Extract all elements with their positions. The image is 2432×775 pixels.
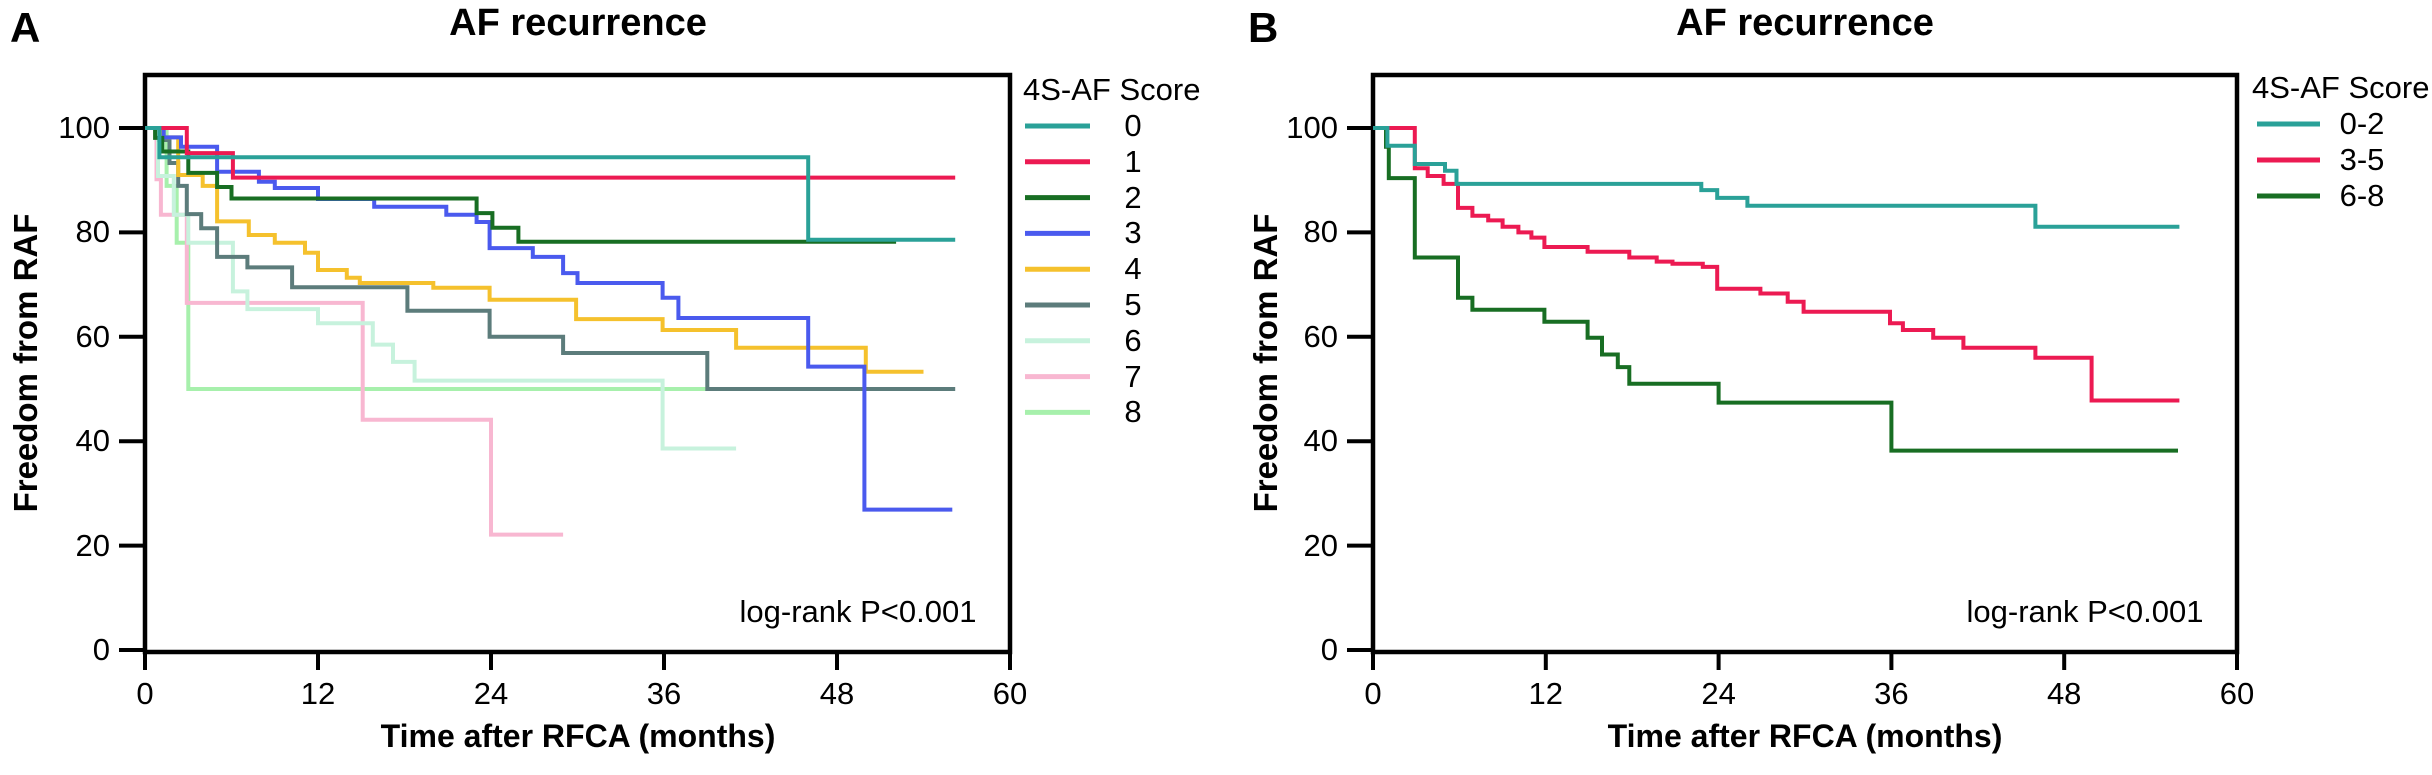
panel-a-x-tick-label-24: 24 <box>473 676 509 711</box>
panel-a-km-curve-score-3 <box>145 126 953 512</box>
panel-a-y-tick-label-20: 20 <box>75 527 110 563</box>
panel-a-logrank-annotation: log-rank P<0.001 <box>739 594 977 629</box>
panel-a-km-curve-score-4 <box>145 126 924 374</box>
panel-a-x-axis-title: Time after RFCA (months) <box>380 718 776 754</box>
panel-a-legend-label-6: 6 <box>1124 322 1142 358</box>
panel-a-km-curve-score-6 <box>145 126 737 451</box>
panel-a-legend-label-3: 3 <box>1124 215 1142 251</box>
panel-b-legend-label-0-2: 0-2 <box>2339 106 2385 141</box>
panel-b-x-tick-label-0: 0 <box>1364 676 1382 711</box>
panel-b-y-tick-label-80: 80 <box>1303 214 1338 250</box>
panel-b-x-axis-title: Time after RFCA (months) <box>1607 718 2003 754</box>
panel-b-y-tick-label-100: 100 <box>1286 110 1338 145</box>
panel-b-x-tick-label-60: 60 <box>2219 676 2255 711</box>
panel-b-legend-label-3-5: 3-5 <box>2339 142 2385 177</box>
panel-b-x-tick-label-12: 12 <box>1528 676 1564 711</box>
panel-b-km-curve-score-0-2 <box>1373 126 2180 229</box>
panel-a-plot-frame <box>142 72 1013 655</box>
panel-b-y-axis-title: Freedom from RAF <box>1247 213 1284 513</box>
panel-a-legend-label-2: 2 <box>1124 179 1142 215</box>
panel-a-x-tick-label-48: 48 <box>819 676 855 711</box>
panel-a-y-tick-label-0: 0 <box>92 632 110 667</box>
panel-b-letter: B <box>1248 4 1279 51</box>
panel-b-km-curve-score-6-8 <box>1373 126 2178 453</box>
panel-a-y-axis-title: Freedom from RAF <box>7 213 44 513</box>
panel-b-logrank-annotation: log-rank P<0.001 <box>1966 594 2204 629</box>
panel-a-legend-label-1: 1 <box>1124 143 1142 179</box>
panel-b-y-tick-label-20: 20 <box>1303 527 1338 563</box>
panel-a-letter: A <box>10 4 41 51</box>
panel-a-legend-label-7: 7 <box>1124 358 1142 394</box>
panel-a-title: AF recurrence <box>449 2 707 44</box>
panel-b-km-curve-score-3-5 <box>1373 126 2180 403</box>
panel-a-x-tick-label-36: 36 <box>646 676 682 711</box>
panel-b-title: AF recurrence <box>1676 2 1934 44</box>
panel-a-legend-title: 4S-AF Score <box>1023 72 1201 107</box>
panel-b-x-tick-label-36: 36 <box>1874 676 1909 711</box>
panel-a-x-tick-label-60: 60 <box>992 676 1028 711</box>
panel-a-legend-label-8: 8 <box>1124 394 1142 430</box>
panel-a-y-tick-label-40: 40 <box>75 423 110 459</box>
panel-b-plot-frame <box>1370 72 2240 655</box>
panel-b-y-tick-label-60: 60 <box>1303 318 1338 354</box>
panel-a-legend-label-4: 4 <box>1124 251 1142 287</box>
panel-a-km-curve-score-7 <box>145 126 564 537</box>
panel-b-legend-label-6-8: 6-8 <box>2339 178 2385 213</box>
panel-a-x-tick-label-0: 0 <box>136 676 154 711</box>
panel-a-km-curve-score-0 <box>145 126 956 242</box>
panel-b-x-tick-label-48: 48 <box>2046 676 2082 711</box>
panel-a-km-curve-score-5 <box>145 126 956 391</box>
panel-a-y-tick-label-100: 100 <box>58 110 110 145</box>
panel-b-legend-title: 4S-AF Score <box>2252 70 2430 105</box>
panel-a-x-tick-label-12: 12 <box>300 676 336 711</box>
panel-b-y-tick-label-40: 40 <box>1303 423 1338 459</box>
panel-a-legend-label-0: 0 <box>1124 108 1142 143</box>
panel-a-y-tick-label-60: 60 <box>75 318 110 354</box>
panel-b-x-tick-label-24: 24 <box>1701 676 1736 711</box>
panel-b-y-tick-label-0: 0 <box>1320 632 1338 667</box>
panel-a-km-curve-score-1 <box>145 126 956 180</box>
panel-a-km-curve-score-2 <box>145 126 897 244</box>
panel-a-legend-label-5: 5 <box>1124 287 1142 322</box>
panel-a-y-tick-label-80: 80 <box>75 214 110 250</box>
